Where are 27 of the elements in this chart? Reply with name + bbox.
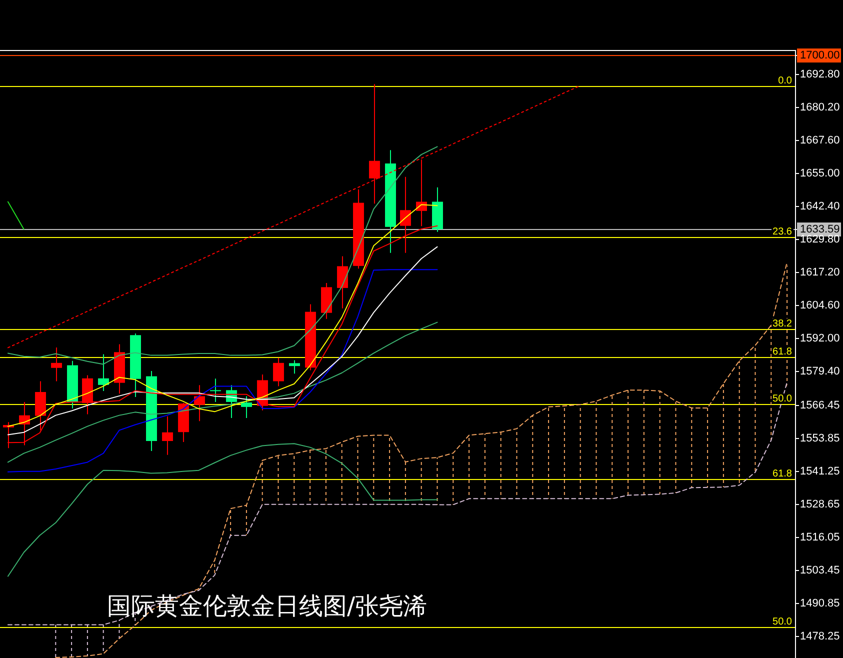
y-tick-label: 1629.80 (800, 234, 840, 246)
y-tick-label: 1604.60 (800, 300, 840, 312)
y-tick-label: 1490.85 (800, 598, 840, 610)
annotation: 50.0 (772, 616, 792, 628)
annotation: 0.0 (778, 76, 792, 86)
y-tick-label: 1692.80 (800, 68, 840, 80)
y-tick-label: 1478.25 (800, 630, 840, 642)
y-tick-label: 1541.25 (800, 466, 840, 478)
y-tick-label: 1579.40 (800, 366, 840, 378)
y-tick-label: 1680.20 (800, 102, 840, 114)
annotation: 61.8 (772, 468, 792, 480)
annotation: 23.6 (772, 226, 792, 238)
y-tick-label: 1655.00 (800, 168, 840, 180)
y-tick-label: 1566.45 (800, 400, 840, 412)
annotation: 50.0 (772, 394, 792, 404)
y-tick-label: 1503.45 (800, 564, 840, 576)
y-tick-label: 1617.20 (800, 266, 840, 278)
y-tick-label: 1633.59 (800, 224, 840, 236)
y-tick-label: 1553.85 (800, 432, 840, 444)
y-tick-label: 1592.00 (800, 332, 840, 344)
annotation: 38.2 (772, 318, 792, 330)
y-tick-label: 1516.05 (800, 532, 840, 544)
y-tick-label: 1667.60 (800, 134, 840, 146)
y-tick-label: 1642.40 (800, 200, 840, 212)
annotation: 61.8 (772, 346, 792, 358)
y-tick-label: 1528.65 (800, 498, 840, 510)
y-tick-label: 1700.00 (800, 50, 840, 62)
